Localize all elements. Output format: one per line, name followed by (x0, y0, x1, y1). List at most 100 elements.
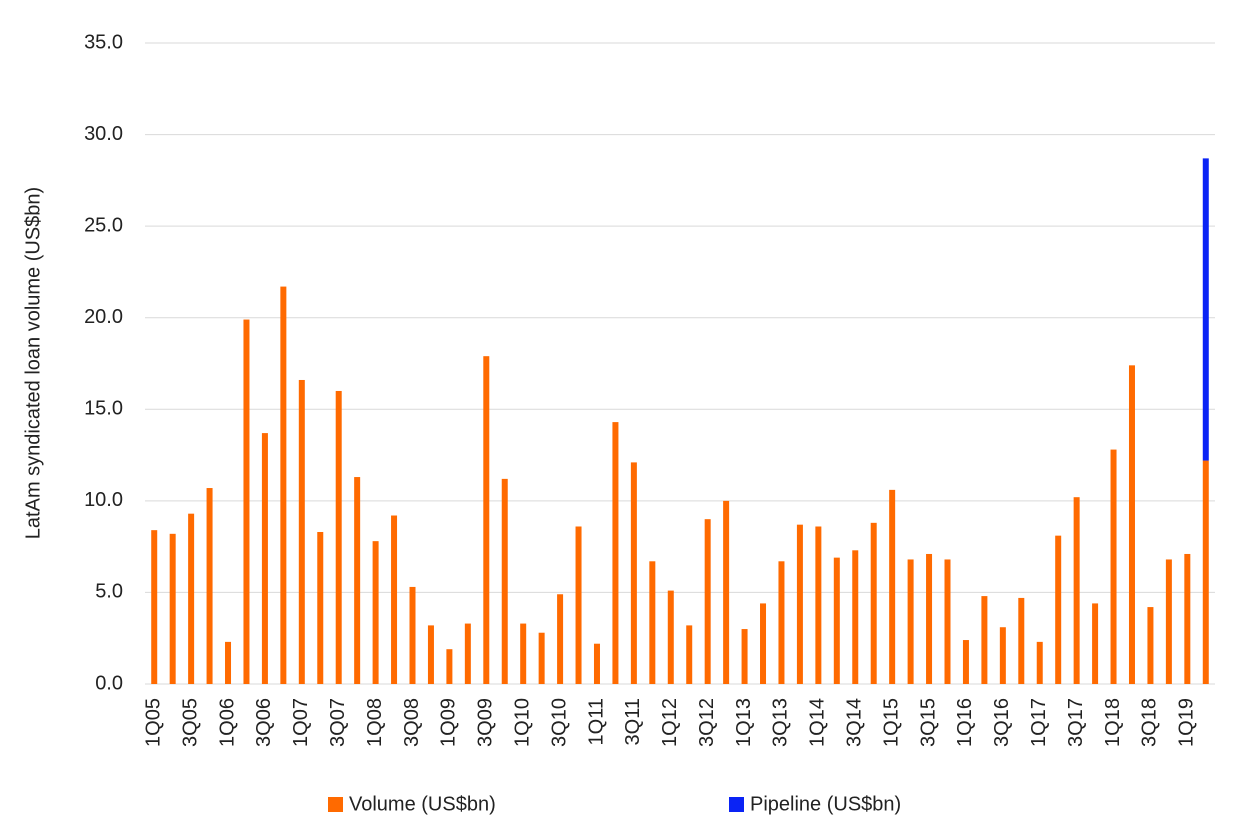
x-tick-label: 3Q11 (622, 698, 644, 745)
x-tick-label: 1Q09 (438, 698, 460, 747)
bar-segment (464, 623, 471, 684)
x-tick-label: 1Q11 (585, 698, 607, 745)
bar-segment (833, 557, 840, 684)
bar-segment (723, 500, 730, 684)
x-tick-label: 1Q08 (364, 698, 386, 747)
x-tick-label: 3Q07 (327, 698, 349, 747)
y-axis-label: LatAm syndicated loan volume (US$bn) (22, 187, 44, 539)
bar-segment (1147, 607, 1154, 684)
x-tick-label: 3Q10 (548, 698, 570, 747)
bar-segment (926, 553, 933, 684)
y-tick-label: 30.0 (84, 123, 123, 145)
legend-label: Volume (US$bn) (349, 793, 496, 815)
x-tick-label: 3Q14 (844, 698, 866, 747)
x-tick-label: 3Q16 (991, 698, 1013, 747)
bar-segment (1110, 449, 1117, 684)
bar-segment (686, 625, 693, 684)
bar-segment (409, 586, 416, 684)
bar-segment (427, 625, 434, 684)
bar-segment (981, 596, 988, 684)
bar-segment (169, 533, 176, 684)
bar-segment (1128, 365, 1135, 684)
bar-segment (298, 379, 305, 684)
x-tick-label: 3Q12 (696, 698, 718, 747)
bar-segment (944, 559, 951, 684)
bar-segment (1202, 460, 1209, 684)
bar-segment (999, 627, 1006, 684)
bar-segment (852, 550, 859, 684)
bar-segment (335, 390, 342, 684)
x-tick-label: 3Q06 (253, 698, 275, 747)
bar-segment (1036, 641, 1043, 684)
bar-segment (151, 530, 158, 684)
y-tick-label: 0.0 (95, 672, 123, 694)
legend-swatch (729, 797, 744, 812)
bar-segment (870, 522, 877, 684)
x-tick-label: 1Q12 (659, 698, 681, 747)
bar-segment (188, 513, 195, 684)
bar-segment (1165, 559, 1172, 684)
bar-segment (1073, 497, 1080, 684)
bar-segment (391, 515, 398, 684)
x-tick-label: 1Q07 (290, 698, 312, 747)
bar-segment (538, 632, 545, 684)
bar-segment (520, 623, 527, 684)
bar-segment (667, 590, 674, 684)
x-tick-label: 1Q19 (1176, 698, 1198, 747)
x-tick-label: 3Q05 (179, 698, 201, 747)
x-tick-label: 1Q16 (954, 698, 976, 747)
x-tick-label: 1Q06 (216, 698, 238, 747)
bar-segment (206, 488, 213, 684)
bar-segment (778, 561, 785, 684)
bar-segment (907, 559, 914, 684)
x-tick-label: 1Q10 (511, 698, 533, 747)
bar-segment (261, 433, 268, 684)
legend-swatch (328, 797, 343, 812)
bar-segment (372, 541, 379, 684)
y-tick-label: 25.0 (84, 214, 123, 236)
x-tick-label: 3Q18 (1139, 698, 1161, 747)
bar-segment (630, 462, 637, 684)
bar-segment (446, 649, 453, 684)
x-tick-label: 3Q13 (770, 698, 792, 747)
y-tick-label: 5.0 (95, 581, 123, 603)
bar-segment (1055, 535, 1062, 684)
bar-segment (575, 526, 582, 684)
bar-segment (593, 643, 600, 684)
bar-segment (1092, 603, 1099, 684)
x-tick-label: 3Q15 (917, 698, 939, 747)
x-tick-label: 3Q08 (401, 698, 423, 747)
x-tick-label: 1Q14 (807, 698, 829, 747)
bar-segment (354, 477, 361, 684)
x-tick-label: 1Q13 (733, 698, 755, 747)
x-tick-label: 1Q18 (1102, 698, 1124, 747)
bar-segment (317, 531, 324, 684)
bar-segment (796, 524, 803, 684)
x-tick-label: 1Q15 (880, 698, 902, 747)
y-tick-label: 15.0 (84, 398, 123, 420)
bar-segment (243, 319, 250, 684)
bar-segment (760, 603, 767, 684)
x-tick-label: 3Q09 (475, 698, 497, 747)
x-tick-label: 3Q17 (1065, 698, 1087, 747)
y-tick-label: 35.0 (84, 31, 123, 53)
bar-segment (225, 641, 232, 684)
bar-segment (649, 561, 656, 684)
bar-segment (962, 640, 969, 684)
bar-segment (704, 519, 711, 684)
x-tick-label: 1Q05 (143, 698, 165, 747)
legend-label: Pipeline (US$bn) (750, 793, 901, 815)
y-tick-label: 10.0 (84, 489, 123, 511)
bar-segment (280, 286, 287, 684)
bar-segment (483, 356, 490, 684)
bar-segment (1184, 553, 1191, 684)
bar-segment (1018, 597, 1025, 684)
x-tick-label: 1Q17 (1028, 698, 1050, 747)
bar-segment (889, 489, 896, 684)
bar-segment (741, 629, 748, 684)
bar-segment (1202, 158, 1209, 461)
bar-segment (501, 478, 508, 684)
y-tick-label: 20.0 (84, 306, 123, 328)
bar-segment (557, 594, 564, 684)
